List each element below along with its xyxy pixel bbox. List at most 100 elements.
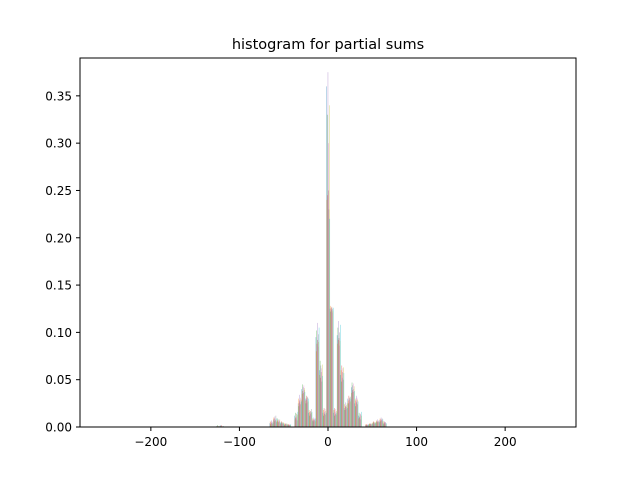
x-axis: −200 −100 0 100 200 — [134, 427, 517, 449]
histogram-bar — [365, 425, 366, 427]
histogram-bar — [315, 337, 317, 427]
histogram-bar — [352, 391, 354, 427]
histogram-bar — [284, 423, 285, 427]
histogram-bar — [361, 411, 362, 427]
x-tick-label: −100 — [223, 435, 256, 449]
histogram-bar — [345, 402, 346, 427]
y-tick-label: 0.10 — [45, 326, 72, 340]
histogram-bar — [323, 415, 324, 427]
histogram-bar — [304, 391, 306, 427]
histogram-bar — [298, 398, 299, 427]
histogram-bar — [348, 403, 349, 427]
histogram-bar — [325, 412, 327, 427]
histogram-bar — [370, 424, 372, 427]
histogram-bar — [326, 199, 328, 427]
histogram-bar — [346, 405, 348, 427]
histogram-bar — [309, 411, 311, 427]
histogram-bar — [326, 86, 327, 427]
histogram-bar — [330, 305, 331, 427]
histogram-bar — [343, 373, 345, 427]
histogram-bar — [343, 408, 345, 427]
histogram-bar — [369, 424, 371, 427]
histogram-bar — [296, 420, 298, 427]
histogram-bar — [354, 403, 356, 427]
histogram-bar — [295, 418, 297, 427]
histogram-bar — [325, 410, 327, 427]
histogram-bar — [311, 412, 312, 427]
histogram-bar — [326, 114, 328, 428]
histogram-bar — [286, 423, 288, 427]
histogram-bar — [374, 423, 376, 427]
histogram-bar — [312, 420, 313, 427]
histogram-bar — [315, 418, 316, 427]
histogram-bar — [357, 399, 359, 427]
histogram-bar — [280, 424, 282, 427]
histogram-bar — [317, 322, 318, 427]
histogram-bar — [320, 372, 322, 427]
histogram-bar — [379, 422, 380, 427]
histogram-bar — [310, 409, 312, 427]
histogram-bar — [380, 421, 381, 427]
histogram-bar — [337, 343, 338, 427]
histogram-bar — [365, 425, 367, 427]
histogram-bar — [327, 195, 328, 427]
histogram-bar — [294, 415, 295, 427]
histogram-bar — [314, 418, 315, 427]
histogram-bar — [322, 412, 324, 427]
histogram-bar — [219, 425, 221, 427]
histogram-bar — [289, 425, 290, 427]
histogram-bar — [349, 396, 351, 427]
histogram-bar — [342, 379, 344, 427]
histogram-bar — [333, 412, 334, 427]
histogram-bar — [375, 422, 377, 427]
histogram-bar — [386, 423, 387, 427]
histogram-bar — [376, 420, 377, 427]
histogram-bar — [360, 414, 361, 427]
histogram-bar — [306, 395, 307, 427]
histogram-bar — [287, 424, 289, 427]
histogram-bar — [274, 416, 276, 427]
histogram-bar — [385, 422, 386, 427]
chart-title: histogram for partial sums — [232, 37, 424, 53]
histogram-bar — [353, 386, 355, 427]
histogram-bar — [372, 422, 374, 427]
histogram-bar — [295, 417, 297, 427]
histogram-bar — [277, 421, 279, 427]
histogram-bar — [319, 360, 321, 427]
histogram-bar — [314, 419, 316, 427]
histogram-bar — [329, 218, 331, 427]
histogram-bar — [313, 417, 315, 427]
histogram-bar — [381, 418, 383, 427]
histogram-bar — [351, 382, 353, 427]
histogram-bar — [339, 340, 341, 427]
histogram-bar — [269, 421, 271, 427]
histogram-bar — [342, 372, 343, 427]
histogram-bar — [309, 415, 310, 427]
histogram-bar — [373, 421, 374, 427]
histogram-bar — [297, 414, 298, 427]
histogram-bar — [294, 419, 296, 427]
histogram-bar — [280, 423, 281, 427]
histogram-bar — [336, 410, 337, 427]
histogram-bar — [301, 401, 302, 427]
histogram-bar — [270, 422, 272, 427]
histogram-bar — [385, 424, 387, 427]
histogram-bar — [346, 409, 347, 427]
histogram-bar — [351, 387, 352, 427]
histogram-bar — [277, 418, 278, 427]
histogram-bar — [329, 105, 330, 427]
histogram-bar — [342, 368, 344, 427]
histogram-bar — [308, 412, 310, 427]
histogram-bar — [381, 419, 383, 427]
histogram-bar — [304, 388, 305, 427]
histogram-bar — [273, 417, 275, 427]
histogram-bar — [347, 398, 349, 427]
histogram-bar — [347, 400, 349, 427]
histogram-bar — [341, 377, 343, 427]
histogram-bar — [321, 364, 323, 427]
histogram-bar — [349, 397, 350, 427]
histogram-bar — [374, 424, 376, 427]
histogram-bar — [301, 389, 303, 427]
histogram-bar — [305, 403, 307, 427]
histogram-bar — [351, 392, 352, 427]
